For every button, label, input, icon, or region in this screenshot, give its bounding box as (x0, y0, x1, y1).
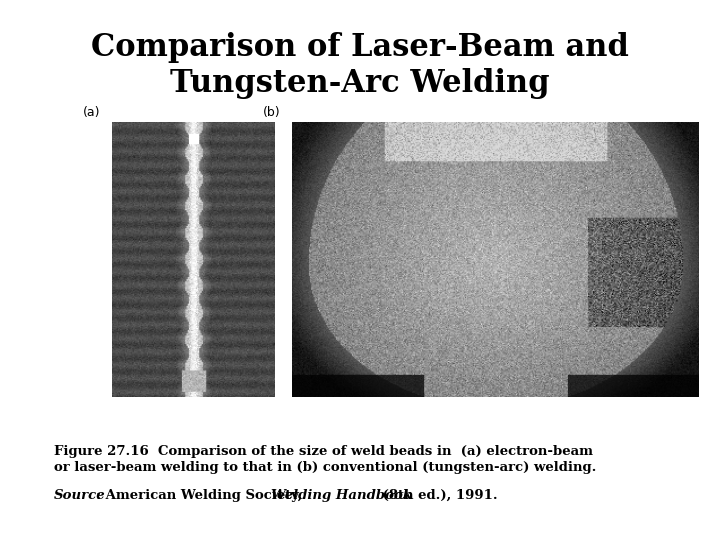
Text: Source: Source (54, 489, 106, 502)
Text: (b): (b) (263, 106, 281, 119)
Text: (8th ed.), 1991.: (8th ed.), 1991. (378, 489, 498, 502)
Text: Comparison of Laser-Beam and
Tungsten-Arc Welding: Comparison of Laser-Beam and Tungsten-Ar… (91, 32, 629, 99)
Text: Welding Handbook: Welding Handbook (271, 489, 413, 502)
Text: : American Welding Society,: : American Welding Society, (96, 489, 307, 502)
Text: (a): (a) (82, 106, 100, 119)
Text: Figure 27.16  Comparison of the size of weld beads in  (a) electron-beam
or lase: Figure 27.16 Comparison of the size of w… (54, 446, 596, 474)
